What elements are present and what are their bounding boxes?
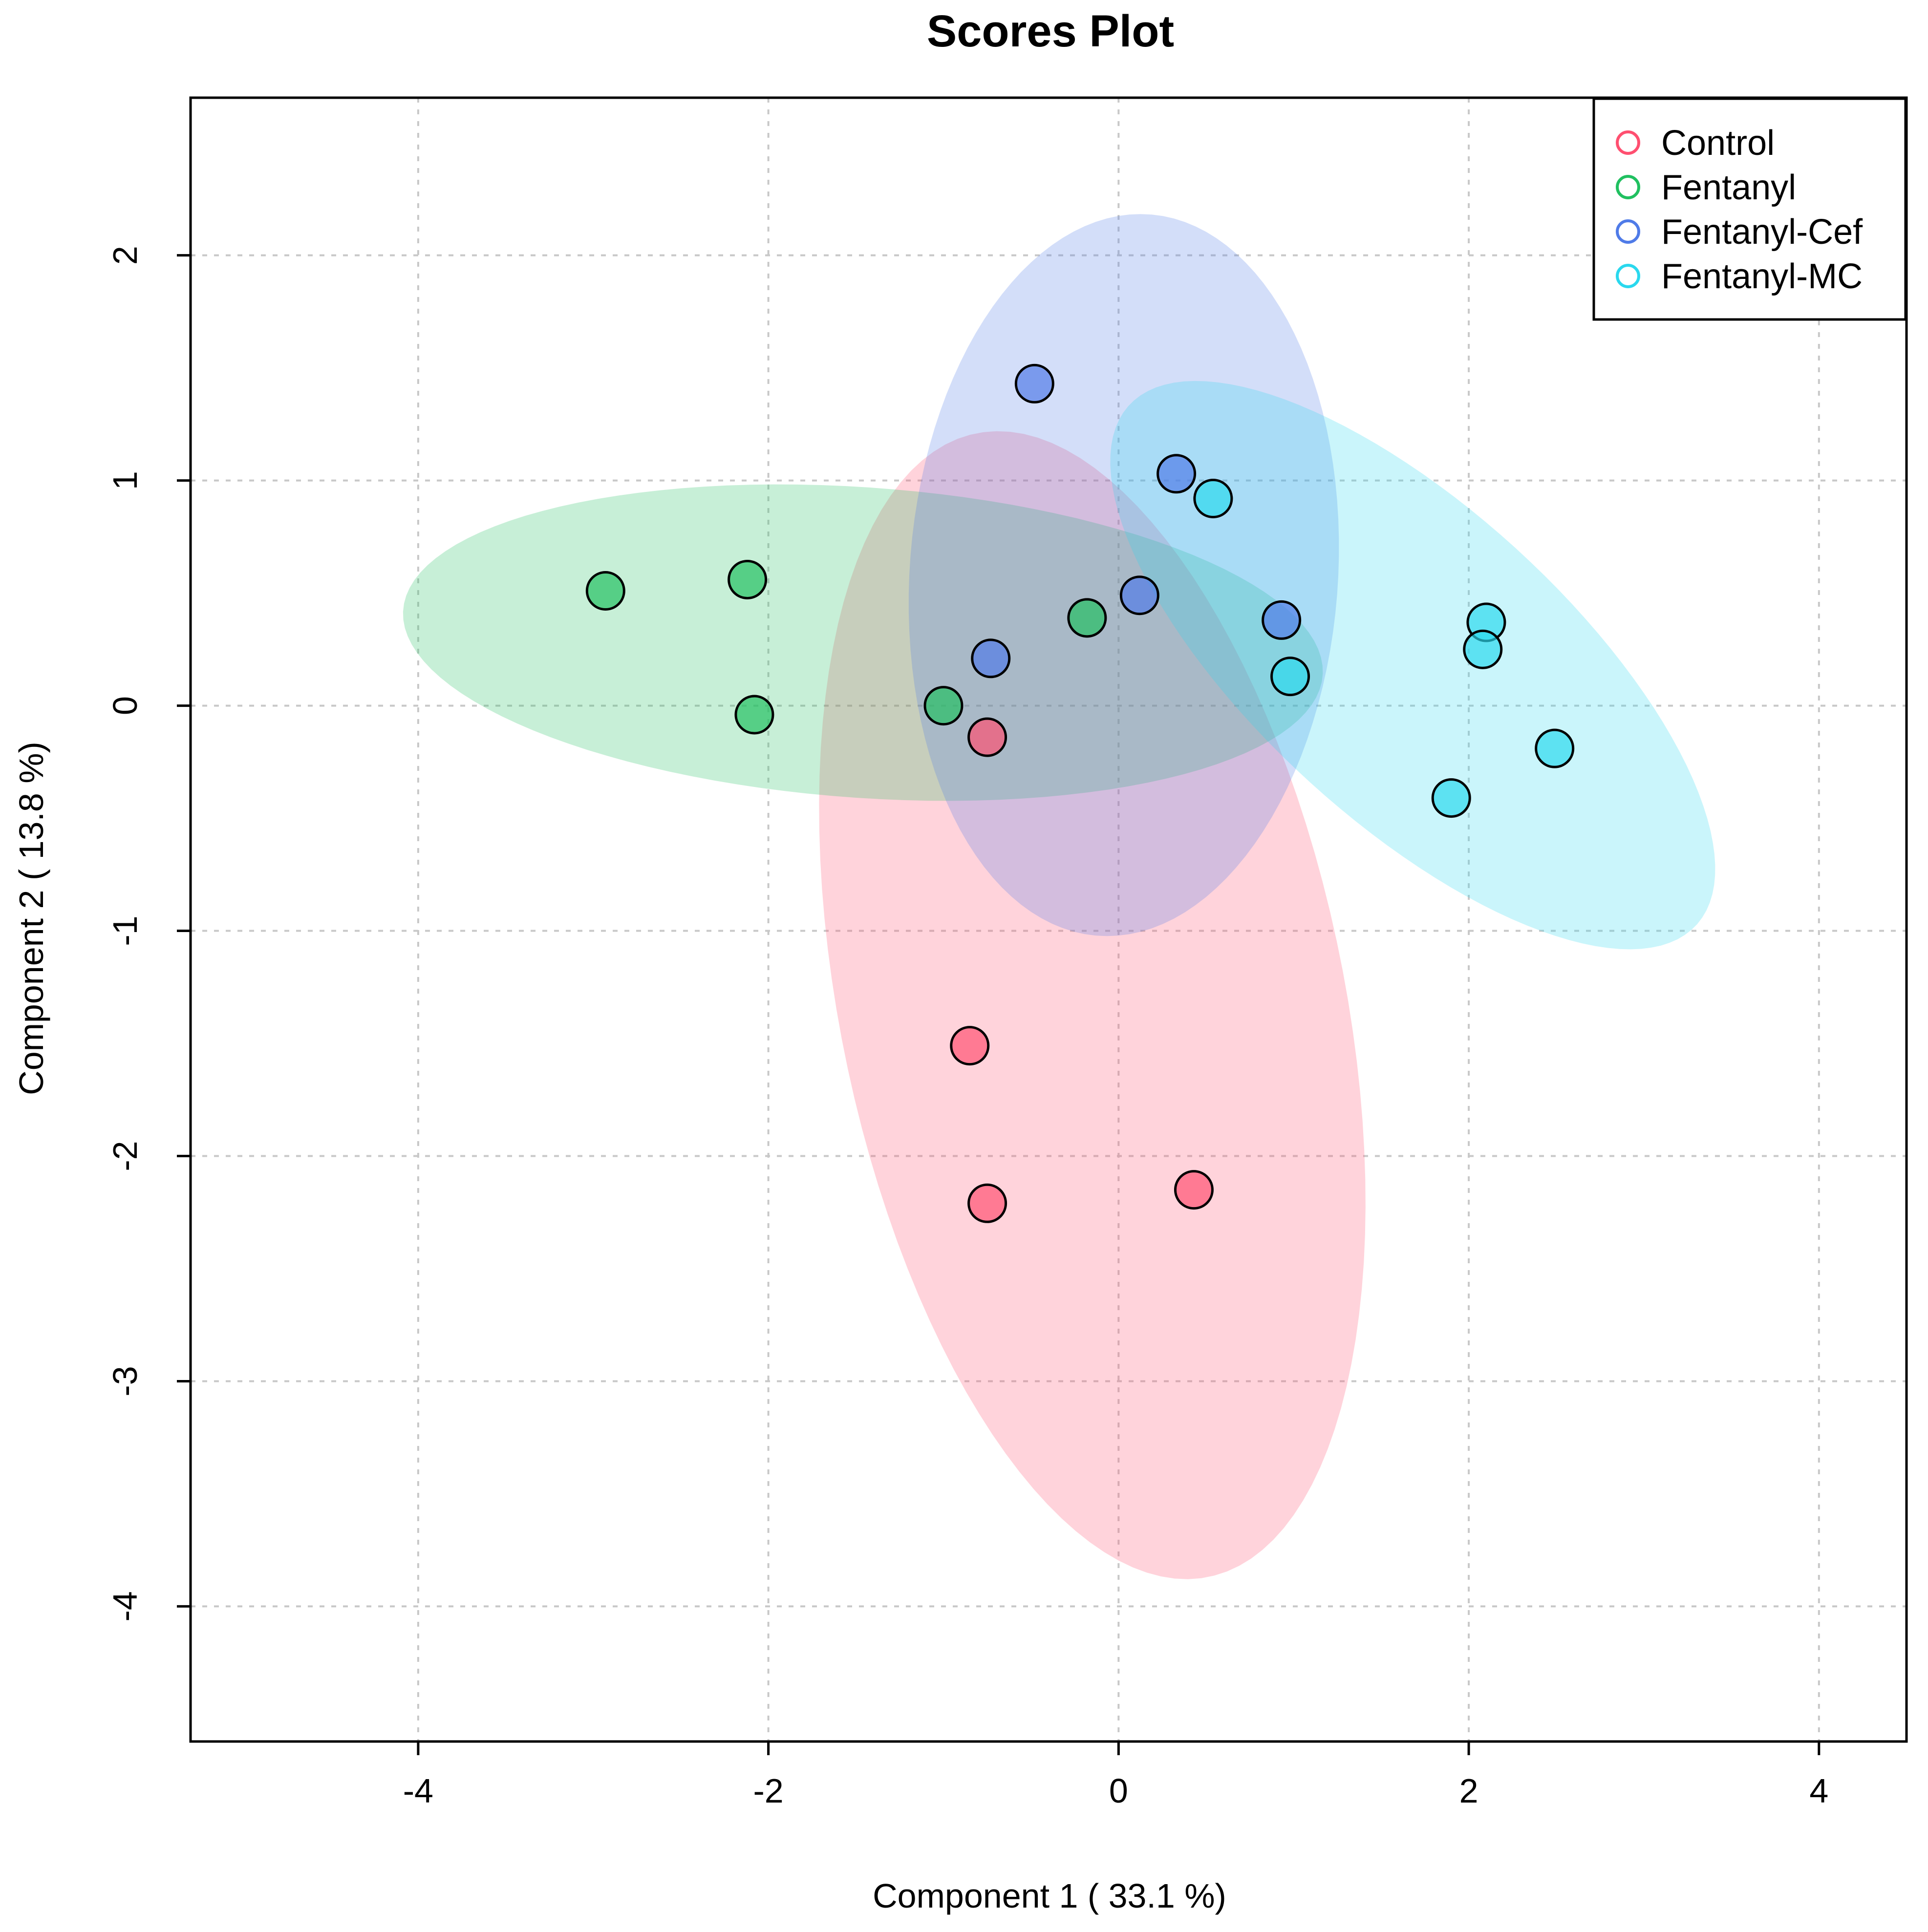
x-tick-label: -2 <box>753 1772 783 1810</box>
point-control <box>967 1183 1007 1223</box>
point-fentanyl <box>734 695 774 735</box>
x-axis-label: Component 1 ( 33.1 %) <box>873 1877 1226 1915</box>
ellipse-fentanyl <box>403 484 1323 801</box>
legend-label: Fentanyl-MC <box>1661 257 1863 296</box>
y-tick-label: 2 <box>106 246 144 265</box>
legend-marker <box>1616 219 1640 244</box>
point-fentanyl <box>728 559 768 599</box>
point-fentanyl-cef <box>1014 363 1054 403</box>
legend-label: Control <box>1661 124 1775 163</box>
axes: -4 -2 0 2 4 -4 -3 -2 -1 0 1 2 <box>106 246 1828 1810</box>
y-tick-label: 1 <box>106 471 144 490</box>
ellipse-fentanyl-cef <box>908 214 1339 936</box>
y-axis-label: Component 2 ( 13.8 %) <box>12 742 50 1095</box>
point-control <box>950 1026 990 1066</box>
legend-marker <box>1616 130 1640 155</box>
point-fentanyl-mc <box>1535 728 1575 768</box>
point-fentanyl-mc <box>1431 778 1471 818</box>
x-tick-label: -4 <box>403 1772 433 1810</box>
legend-label: Fentanyl-Cef <box>1661 212 1863 252</box>
point-fentanyl-cef <box>971 638 1011 679</box>
y-tick-label: -3 <box>106 1366 144 1396</box>
point-fentanyl-cef <box>1262 600 1302 640</box>
x-tick-label: 4 <box>1809 1772 1828 1810</box>
confidence-ellipses <box>403 214 1715 1579</box>
x-tick-label: 0 <box>1109 1772 1128 1810</box>
y-tick-label: -2 <box>106 1141 144 1171</box>
point-fentanyl <box>923 686 964 726</box>
point-fentanyl-cef <box>1157 454 1197 494</box>
legend-marker <box>1616 175 1640 199</box>
chart-title: Scores Plot <box>927 6 1174 56</box>
legend-box <box>1592 97 1907 321</box>
ellipse-fentanyl-mc <box>1110 381 1715 950</box>
point-fentanyl-mc <box>1463 629 1503 669</box>
y-tick-label: 0 <box>106 696 144 715</box>
x-tick-label: 2 <box>1459 1772 1478 1810</box>
point-control <box>967 717 1007 757</box>
grid-lines <box>191 98 1907 1741</box>
y-tick-label: -4 <box>106 1591 144 1621</box>
point-fentanyl-mc <box>1270 657 1310 697</box>
point-fentanyl-mc <box>1193 479 1233 519</box>
point-control <box>1174 1170 1214 1210</box>
legend-label: Fentanyl <box>1661 168 1796 207</box>
y-tick-label: -1 <box>106 915 144 946</box>
legend-marker <box>1616 264 1640 288</box>
legend: Control Fentanyl Fentanyl-Cef Fentanyl-MC <box>1592 97 1907 321</box>
point-fentanyl <box>1067 598 1107 638</box>
plot-frame <box>189 96 1908 1743</box>
point-fentanyl-cef <box>1119 575 1159 616</box>
data-points <box>585 363 1575 1223</box>
point-fentanyl <box>585 571 625 611</box>
